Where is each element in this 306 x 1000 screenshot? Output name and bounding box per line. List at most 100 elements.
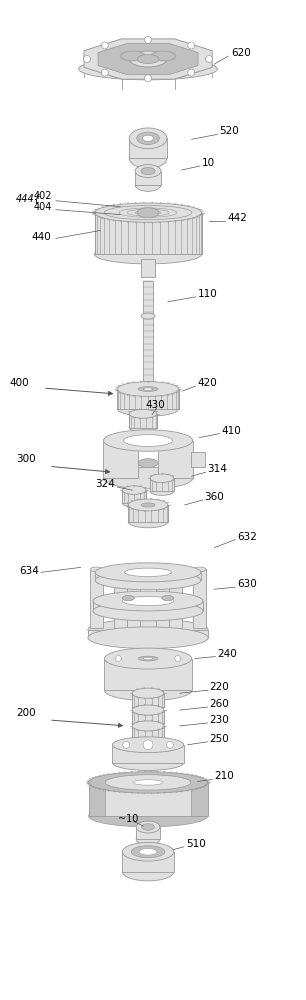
Ellipse shape [88,619,208,641]
Polygon shape [84,39,212,79]
FancyBboxPatch shape [114,569,127,628]
Ellipse shape [135,165,161,177]
Ellipse shape [131,846,165,858]
FancyBboxPatch shape [169,569,182,628]
Ellipse shape [125,568,171,577]
Ellipse shape [128,516,168,528]
Circle shape [101,42,108,49]
Text: 630: 630 [237,579,257,589]
FancyBboxPatch shape [90,569,103,628]
Ellipse shape [104,206,192,220]
Ellipse shape [135,178,161,191]
FancyBboxPatch shape [150,478,174,491]
Ellipse shape [79,58,217,80]
FancyBboxPatch shape [158,441,193,478]
FancyBboxPatch shape [129,138,167,158]
Ellipse shape [132,721,164,731]
Ellipse shape [129,51,167,67]
Ellipse shape [129,409,157,418]
Ellipse shape [138,656,158,661]
FancyBboxPatch shape [135,171,161,185]
FancyBboxPatch shape [117,389,179,409]
Ellipse shape [139,849,157,855]
Text: 404: 404 [33,202,51,212]
Ellipse shape [141,313,155,319]
Ellipse shape [89,805,207,827]
Ellipse shape [95,571,201,590]
FancyBboxPatch shape [88,630,208,638]
Ellipse shape [129,128,167,149]
Ellipse shape [122,862,174,881]
FancyBboxPatch shape [136,827,160,839]
Text: 410: 410 [221,426,241,436]
Ellipse shape [137,132,159,145]
Text: 634: 634 [19,566,39,576]
Text: 632: 632 [237,532,257,542]
Circle shape [144,75,151,82]
Text: 402: 402 [33,191,52,201]
FancyBboxPatch shape [132,693,164,707]
Text: 360: 360 [204,492,224,502]
Ellipse shape [114,567,127,572]
Ellipse shape [141,824,155,830]
FancyBboxPatch shape [129,414,157,428]
FancyBboxPatch shape [132,726,164,740]
Text: 400: 400 [9,378,29,388]
Ellipse shape [103,467,193,489]
Circle shape [101,69,108,76]
Polygon shape [98,43,198,75]
Circle shape [144,36,151,43]
Ellipse shape [129,423,157,432]
Circle shape [175,656,181,662]
FancyBboxPatch shape [143,281,153,381]
Circle shape [123,741,130,748]
Text: 314: 314 [207,464,227,474]
Ellipse shape [122,596,134,601]
Ellipse shape [151,51,175,61]
Text: 200: 200 [16,708,36,718]
Ellipse shape [104,680,192,701]
Text: 324: 324 [95,479,115,489]
Ellipse shape [121,51,146,61]
Ellipse shape [143,657,153,660]
Ellipse shape [128,499,168,511]
Ellipse shape [138,387,158,391]
Circle shape [188,69,195,76]
Text: 220: 220 [210,682,229,692]
Text: 250: 250 [210,734,229,744]
Ellipse shape [117,401,179,416]
Ellipse shape [88,627,208,649]
Ellipse shape [89,772,207,793]
Ellipse shape [104,648,192,669]
Ellipse shape [132,702,164,712]
Circle shape [143,740,153,750]
Ellipse shape [132,719,164,729]
Text: ~10: ~10 [118,814,139,824]
Ellipse shape [112,737,184,753]
Ellipse shape [162,596,174,601]
FancyBboxPatch shape [132,710,164,724]
Text: 210: 210 [215,771,234,781]
Ellipse shape [136,821,160,833]
Ellipse shape [103,430,193,451]
FancyBboxPatch shape [128,505,168,522]
Text: 442: 442 [227,213,247,223]
Text: 430: 430 [145,400,165,410]
Circle shape [144,742,151,749]
Ellipse shape [193,626,206,630]
Circle shape [84,56,91,63]
FancyBboxPatch shape [112,745,184,763]
Ellipse shape [137,208,159,218]
FancyBboxPatch shape [95,572,201,580]
Text: 240: 240 [217,649,237,659]
FancyBboxPatch shape [127,569,140,628]
Ellipse shape [138,459,158,468]
Ellipse shape [95,245,202,264]
Ellipse shape [136,833,160,845]
Ellipse shape [95,203,202,222]
FancyBboxPatch shape [105,782,191,816]
Ellipse shape [132,688,164,698]
Text: 510: 510 [186,839,205,849]
Ellipse shape [150,487,174,495]
FancyBboxPatch shape [103,441,138,478]
